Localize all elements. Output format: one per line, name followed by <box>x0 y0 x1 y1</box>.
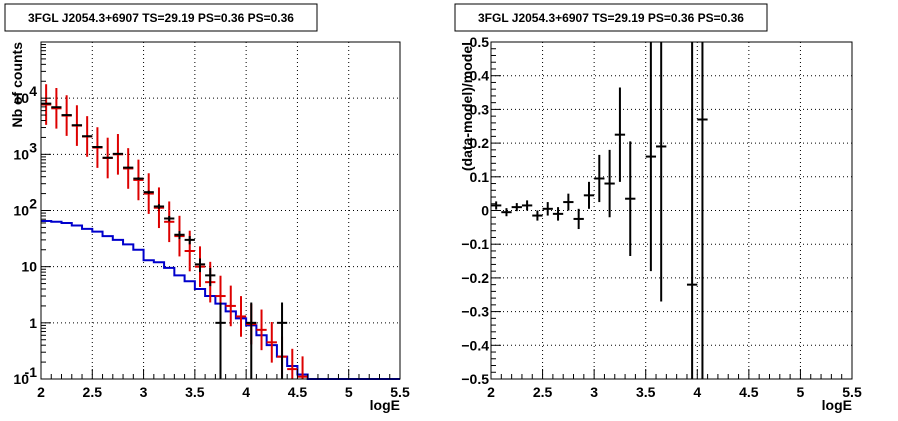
background-model-histogram <box>41 220 400 380</box>
residuals-x-tick-label: 3 <box>590 384 598 400</box>
counts-y-tick-label: 10 <box>13 146 29 162</box>
residual-point <box>532 210 543 221</box>
counts-y-tick-exponent: 3 <box>29 139 37 155</box>
model-point <box>235 296 247 337</box>
counts-y-tick-exponent: 2 <box>29 196 37 212</box>
data-point <box>51 106 62 109</box>
residuals-chart-title: 3FGL J2054.3+6907 TS=29.19 PS=0.36 PS=0.… <box>478 11 744 25</box>
residual-point <box>614 87 626 182</box>
data-point <box>102 156 113 159</box>
residuals-y-tick-label: 0.4 <box>470 68 490 84</box>
data-point <box>123 166 134 169</box>
residuals-x-tick-label: 4 <box>693 384 701 400</box>
counts-y-tick-label: 1 <box>29 315 37 331</box>
data-point <box>164 215 175 222</box>
residuals-x-tick-label: 4.5 <box>739 384 759 400</box>
model-point <box>225 285 236 327</box>
data-point <box>153 204 165 209</box>
residuals-x-tick-label: 5.5 <box>842 384 862 400</box>
residual-point <box>656 42 667 302</box>
counts-title-box <box>4 3 318 32</box>
residuals-y-tick-label: 0.3 <box>470 101 490 117</box>
residual-point <box>552 207 564 221</box>
data-point <box>276 302 288 379</box>
residual-point <box>604 149 615 218</box>
counts-x-tick-label: 2.5 <box>83 384 103 400</box>
residual-point <box>594 154 605 203</box>
data-point <box>205 267 216 287</box>
residuals-y-tick-label: −0.5 <box>461 371 489 387</box>
residuals-panel: 2 2.5 3 3.5 4 4.5 5 5.5 −0.5 −0.4 −0.3 −0.2 −0.1 0 0.… <box>454 3 862 413</box>
residual-point <box>563 193 574 211</box>
residuals-y-tick-label: 0.5 <box>470 34 490 50</box>
model-point <box>256 309 267 351</box>
model-point <box>297 356 308 379</box>
residual-point <box>491 201 502 210</box>
counts-x-tick-label: 2 <box>37 384 45 400</box>
residuals-x-tick-label: 2.5 <box>533 384 553 400</box>
counts-x-tick-label: 4 <box>242 384 250 400</box>
counts-x-axis-label: logE <box>370 397 400 413</box>
counts-x-tick-label: 5.5 <box>390 384 410 400</box>
residual-point <box>501 208 512 217</box>
residual-point <box>511 203 522 212</box>
counts-x-tick-label: 4.5 <box>288 384 308 400</box>
counts-y-tick-label: 10 <box>13 203 29 219</box>
residuals-y-tick-label: 0.1 <box>470 169 490 185</box>
data-point <box>92 146 103 149</box>
counts-x-tick-label: 5 <box>345 384 353 400</box>
model-point <box>164 201 175 243</box>
counts-x-tick-label: 3.5 <box>185 384 205 400</box>
counts-y-tick-label: 10 <box>13 371 29 387</box>
residual-point <box>542 202 553 216</box>
residuals-y-tick-label: 0.2 <box>470 135 490 151</box>
data-point <box>215 302 226 379</box>
counts-y-tick-exponent: -1 <box>25 364 38 380</box>
residual-point <box>697 42 708 379</box>
residuals-y-tick-label: −0.1 <box>461 236 489 252</box>
residuals-y-tick-label: −0.3 <box>461 304 489 320</box>
counts-y-tick-label: 10 <box>13 90 29 106</box>
model-point <box>266 321 277 363</box>
data-point <box>194 258 206 273</box>
residuals-title-box <box>454 3 768 32</box>
counts-x-tick-label: 3 <box>140 384 148 400</box>
counts-y-axis-label: Nb of counts <box>9 42 25 128</box>
residuals-y-tick-label: 0 <box>481 203 489 219</box>
data-point <box>82 135 93 138</box>
data-point <box>246 302 257 379</box>
residuals-y-tick-label: −0.2 <box>461 270 489 286</box>
residual-point <box>573 208 584 230</box>
data-point <box>133 177 144 180</box>
residuals-y-tick-label: −0.4 <box>461 337 489 353</box>
residuals-x-tick-label: 5 <box>797 384 805 400</box>
data-point <box>61 114 72 117</box>
data-point <box>184 236 195 245</box>
data-point <box>143 190 154 194</box>
data-point <box>112 152 124 155</box>
counts-y-tick-label: 10 <box>21 259 37 275</box>
counts-chart-title: 3FGL J2054.3+6907 TS=29.19 PS=0.36 PS=0.… <box>28 11 294 25</box>
residuals-x-axis-label: logE <box>822 397 852 413</box>
model-point <box>287 348 298 379</box>
residual-point <box>625 141 636 256</box>
residuals-x-tick-label: 3.5 <box>636 384 656 400</box>
residuals-y-axis-label: (data-model)/model <box>459 42 475 171</box>
residual-point <box>645 42 657 272</box>
residuals-x-tick-label: 2 <box>487 384 495 400</box>
data-point <box>71 124 83 127</box>
counts-y-tick-exponent: 4 <box>29 83 37 99</box>
residual-point <box>521 200 533 211</box>
residual-point <box>583 181 595 209</box>
residual-point <box>686 42 698 379</box>
model-point <box>51 87 62 129</box>
data-point <box>174 231 185 240</box>
